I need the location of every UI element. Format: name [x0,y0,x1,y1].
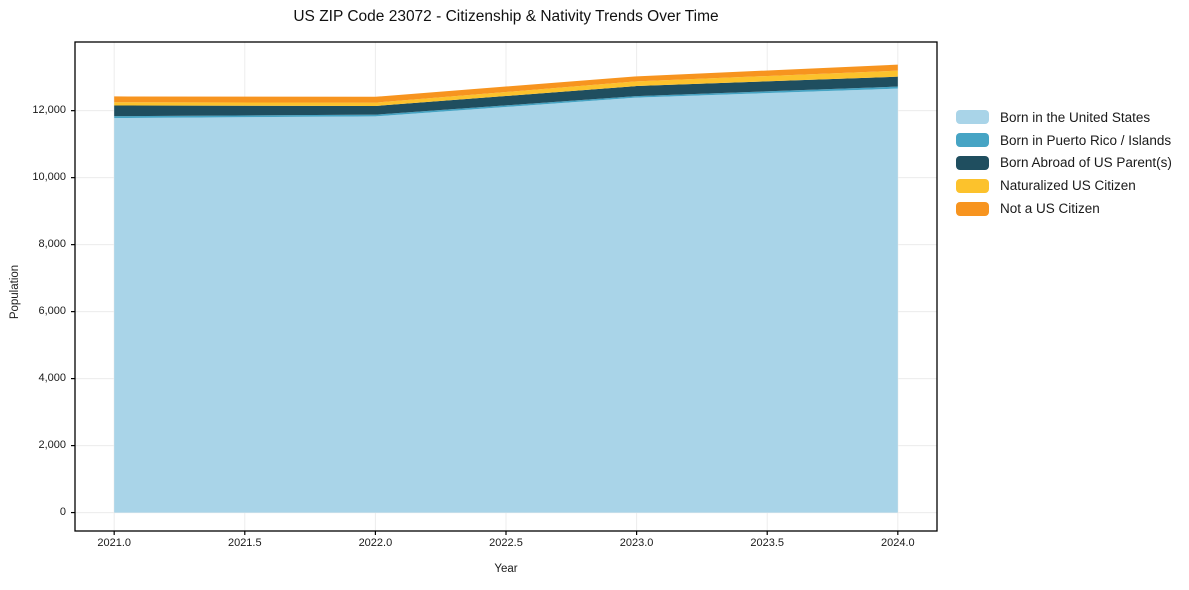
legend-swatch-icon [956,133,989,148]
area-series [114,76,898,117]
legend-item: Born Abroad of US Parent(s) [956,152,1172,175]
legend-swatch-icon [956,155,989,170]
x-tick-label: 2022.0 [358,537,393,549]
legend-item: Naturalized US Citizen [956,174,1172,197]
legend-label: Born in Puerto Rico / Islands [1000,132,1172,148]
area-series [114,88,898,513]
x-tick-label: 2022.5 [489,537,523,549]
area-series [114,86,898,119]
legend-swatch-icon [956,110,989,125]
x-axis-label: Year [494,563,518,575]
y-axis-label: Population [9,264,21,320]
legend-item: Born in Puerto Rico / Islands [956,129,1172,152]
y-tick-label: 8,000 [38,238,66,251]
legend-label: Not a US Citizen [1000,201,1100,217]
area-series [114,70,898,106]
legend-label: Naturalized US Citizen [1000,178,1136,194]
legend: Born in the United States Born in Puerto … [956,106,1172,220]
legend-label: Born Abroad of US Parent(s) [1000,155,1172,171]
area-series [114,64,898,103]
y-tick-label: 12,000 [32,104,66,117]
y-tick-label: 0 [59,506,66,519]
y-tick-label: 10,000 [32,171,66,184]
legend-item: Not a US Citizen [956,197,1172,220]
y-tick-label: 6,000 [38,305,66,318]
y-tick-label: 4,000 [38,372,66,385]
legend-item: Born in the United States [956,106,1172,129]
y-tick-label: 2,000 [38,439,66,452]
legend-swatch-icon [956,201,989,216]
legend-label: Born in the United States [1000,109,1151,125]
x-tick-label: 2021.5 [227,537,262,549]
x-tick-label: 2021.0 [97,537,131,549]
x-tick-label: 2023.5 [750,537,785,549]
x-tick-label: 2023.0 [619,537,654,549]
x-tick-label: 2024.0 [880,537,915,549]
chart-title: US ZIP Code 23072 - Citizenship & Nativi… [293,8,719,25]
legend-swatch-icon [956,178,989,193]
